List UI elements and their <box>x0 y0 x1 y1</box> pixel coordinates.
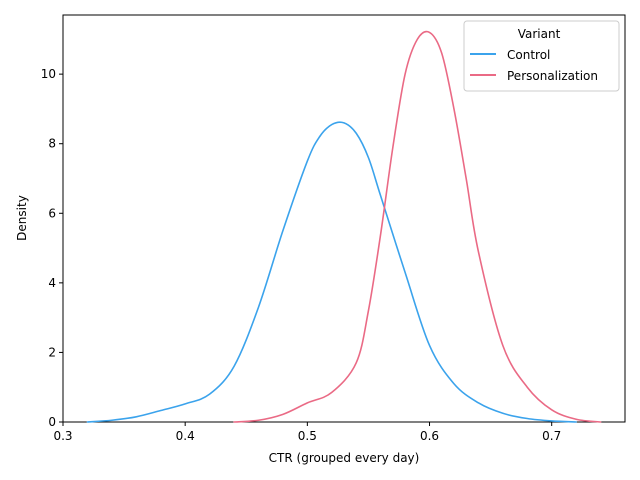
x-axis: 0.3 0.4 0.5 0.6 0.7 <box>53 422 561 443</box>
series-line-control <box>86 121 577 423</box>
y-tick-label: 0 <box>48 415 56 429</box>
plot-frame <box>62 14 626 423</box>
x-tick-label: 0.7 <box>542 429 561 443</box>
x-axis-label: CTR (grouped every day) <box>269 451 420 465</box>
legend-box <box>463 20 620 92</box>
legend-label-personalization: Personalization <box>507 69 598 83</box>
y-tick-label: 6 <box>48 206 56 220</box>
y-axis-label: Density <box>15 195 29 241</box>
y-axis: 0 2 4 6 8 10 <box>41 67 63 429</box>
y-tick-label: 8 <box>48 137 56 151</box>
y-tick-label: 10 <box>41 67 56 81</box>
legend-label-control: Control <box>507 48 550 62</box>
legend: Variant Control Personalization <box>463 20 620 92</box>
y-tick-label: 2 <box>48 345 56 359</box>
x-tick-label: 0.5 <box>298 429 317 443</box>
series-layer <box>86 30 602 423</box>
x-tick-label: 0.6 <box>420 429 439 443</box>
legend-title: Variant <box>518 27 561 41</box>
plot-area <box>62 14 626 423</box>
y-tick-label: 4 <box>48 276 56 290</box>
x-tick-label: 0.4 <box>176 429 195 443</box>
series-line-personalization <box>233 30 602 423</box>
x-tick-label: 0.3 <box>53 429 72 443</box>
